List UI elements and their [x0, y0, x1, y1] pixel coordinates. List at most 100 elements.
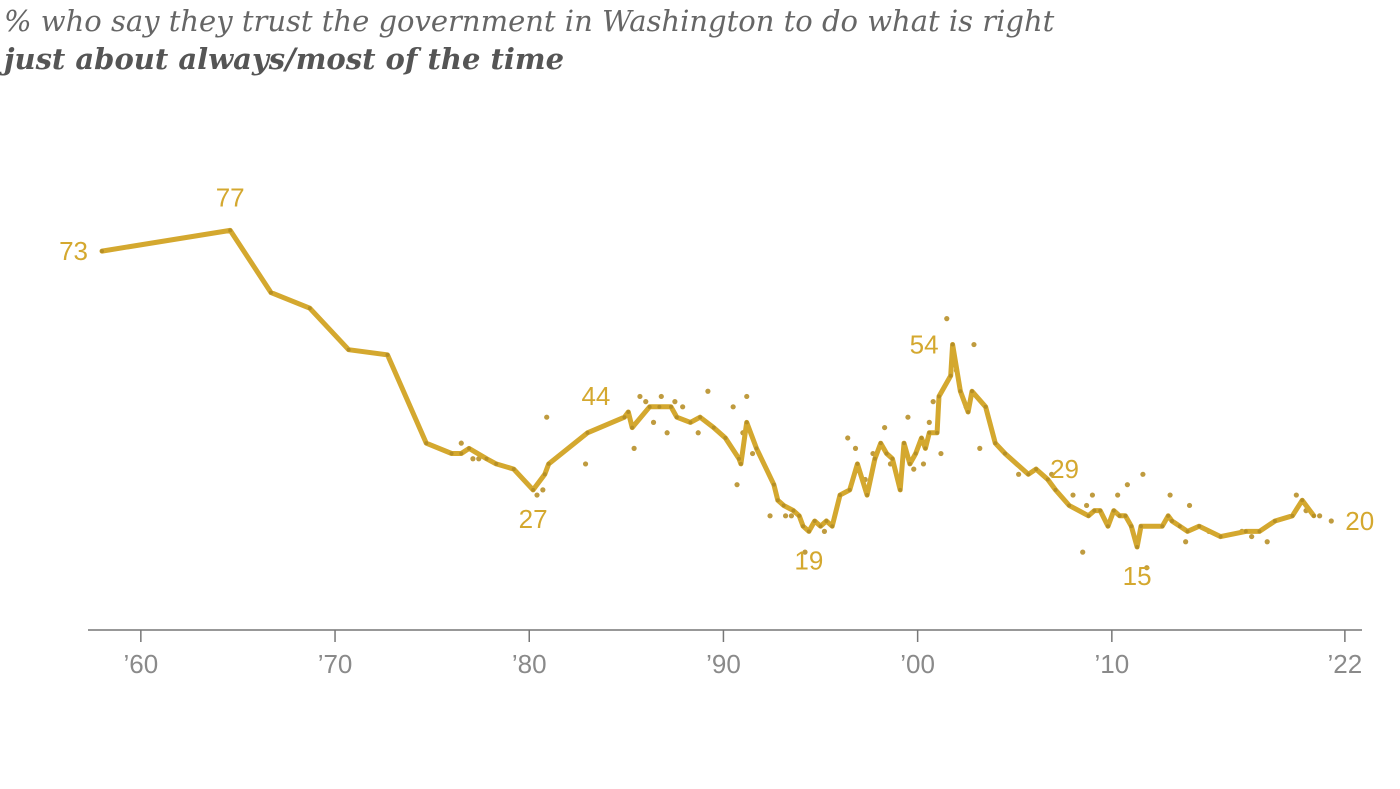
line-vertex	[754, 446, 759, 451]
line-vertex	[937, 394, 942, 399]
line-vertex	[307, 306, 312, 311]
chart-title-block: % who say they trust the government in W…	[4, 2, 1054, 78]
x-tick-label: ’00	[900, 649, 935, 679]
poll-point	[782, 513, 789, 519]
line-vertex	[346, 347, 351, 352]
line-vertex	[837, 493, 842, 498]
poll-point	[1317, 513, 1323, 519]
line-vertex	[1290, 513, 1295, 518]
data-label: 27	[519, 504, 548, 534]
poll-point	[1144, 565, 1150, 571]
line-vertex	[459, 451, 464, 456]
data-label: 19	[794, 545, 823, 575]
poll-point	[470, 456, 476, 462]
poll-point	[788, 513, 795, 519]
line-vertex	[1003, 451, 1008, 456]
x-tick-label: ’80	[512, 649, 547, 679]
poll-points	[458, 316, 1334, 571]
line-vertex	[669, 404, 674, 409]
line-vertex	[738, 461, 743, 466]
line-vertex	[723, 435, 728, 440]
line-vertex	[1105, 524, 1110, 529]
poll-point	[705, 388, 711, 394]
line-vertex	[865, 493, 870, 498]
chart-title: % who say they trust the government in W…	[4, 4, 1055, 38]
line-vertex	[907, 461, 912, 466]
line-vertex	[546, 461, 551, 466]
poll-point	[643, 399, 649, 405]
line-vertex	[830, 524, 835, 529]
line-vertex	[983, 404, 988, 409]
line-vertex	[1257, 529, 1262, 534]
line-vertex	[878, 441, 883, 446]
line-vertex	[970, 389, 975, 394]
data-label: 29	[1050, 454, 1079, 484]
line-vertex	[919, 435, 924, 440]
line-vertex	[542, 472, 547, 477]
poll-point	[540, 487, 546, 493]
line-vertex	[1111, 508, 1116, 513]
x-tick-label: ’10	[1094, 649, 1129, 679]
line-vertex	[1129, 524, 1134, 529]
line-vertex	[1034, 467, 1039, 472]
line-vertex	[1026, 472, 1031, 477]
poll-point	[695, 430, 701, 436]
data-label: 44	[581, 381, 610, 411]
poll-point	[637, 393, 643, 400]
line-vertex	[484, 456, 489, 461]
line-vertex	[948, 373, 953, 378]
poll-point	[977, 445, 983, 451]
line-vertex	[775, 498, 780, 503]
x-tick-label: ’70	[318, 649, 353, 679]
line-vertex	[228, 228, 233, 233]
line-vertex	[1185, 529, 1190, 534]
line-vertex	[511, 467, 516, 472]
poll-point	[631, 445, 637, 451]
poll-point	[930, 399, 936, 405]
line-vertex	[966, 410, 971, 415]
poll-point	[1016, 471, 1022, 477]
line-vertex	[585, 430, 590, 435]
poll-point	[1140, 471, 1146, 477]
line-vertex	[801, 524, 806, 529]
poll-point	[1186, 502, 1193, 509]
x-tick-label: ’90	[706, 649, 741, 679]
line-vertex	[449, 451, 454, 456]
x-axis: ’60 ’70 ’80 ’90 ’00 ’10 ’22	[88, 629, 1363, 679]
line-vertex	[1272, 519, 1277, 524]
line-vertex	[1123, 513, 1128, 518]
line-vertex	[1117, 513, 1122, 518]
line-vertex	[818, 524, 823, 529]
poll-point	[1089, 492, 1096, 498]
poll-point	[544, 414, 550, 420]
line-vertex	[385, 352, 390, 357]
poll-point	[650, 419, 657, 425]
x-tick-label: ’22	[1328, 649, 1363, 679]
line-vertex	[923, 446, 928, 451]
line-vertex	[424, 441, 429, 446]
poll-point	[971, 341, 977, 348]
poll-point	[944, 316, 950, 322]
data-label: 15	[1123, 561, 1152, 591]
poll-point	[734, 482, 740, 488]
data-label: 77	[216, 182, 245, 212]
poll-point	[852, 445, 859, 451]
line-vertex	[688, 420, 693, 425]
line-vertex	[898, 487, 903, 492]
poll-point	[744, 393, 750, 400]
poll-point	[1083, 502, 1090, 509]
line-vertex	[744, 420, 749, 425]
line-vertex	[630, 425, 635, 430]
line-vertex	[1098, 508, 1103, 513]
line-vertex	[771, 482, 776, 487]
line-vertex	[1197, 524, 1202, 529]
poll-point	[1080, 549, 1086, 555]
line-vertex	[993, 441, 998, 446]
poll-point	[1167, 492, 1173, 498]
line-vertex	[872, 456, 877, 461]
line-vertex	[467, 446, 472, 451]
line-vertex	[781, 503, 786, 508]
line-vertex	[847, 487, 852, 492]
line-vertex	[1138, 524, 1143, 529]
